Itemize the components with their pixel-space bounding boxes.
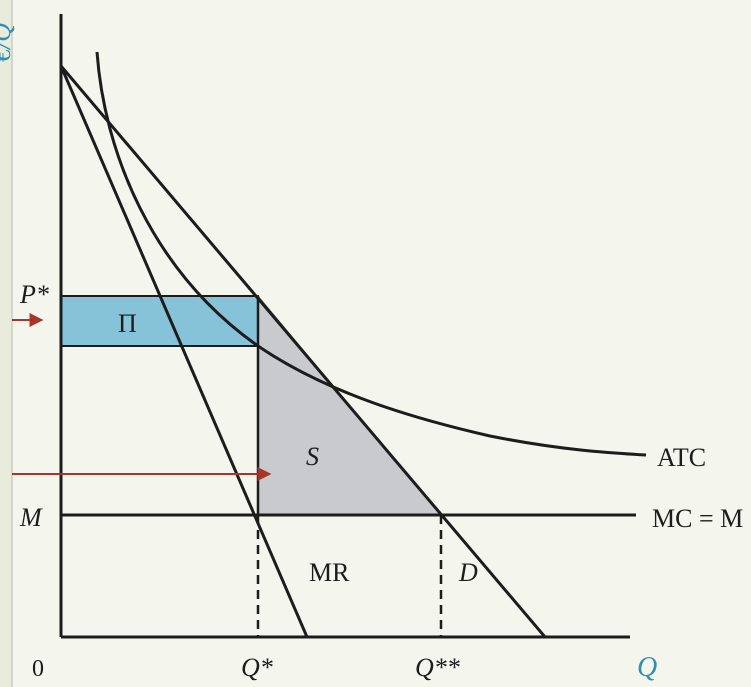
atc-curve xyxy=(95,51,647,457)
mr-curve xyxy=(59,65,309,638)
profit-label: Π xyxy=(118,309,137,338)
demand-curve xyxy=(59,65,547,638)
y-axis-label: €/Q xyxy=(0,23,16,62)
origin-label: 0 xyxy=(32,656,44,682)
q-star-label: Q* xyxy=(241,653,273,682)
atc-label: ATC xyxy=(657,443,706,472)
surplus-label: S xyxy=(306,442,319,471)
x-axis-label: Q xyxy=(637,652,657,683)
p-star-label: P* xyxy=(19,280,49,309)
demand-label: D xyxy=(458,558,478,587)
mr-label: MR xyxy=(309,558,350,587)
q-star-star-label: Q** xyxy=(415,653,460,682)
m-label: M xyxy=(19,503,43,532)
mc-label: MC = M xyxy=(652,504,743,533)
left-margin-strip xyxy=(0,0,12,687)
